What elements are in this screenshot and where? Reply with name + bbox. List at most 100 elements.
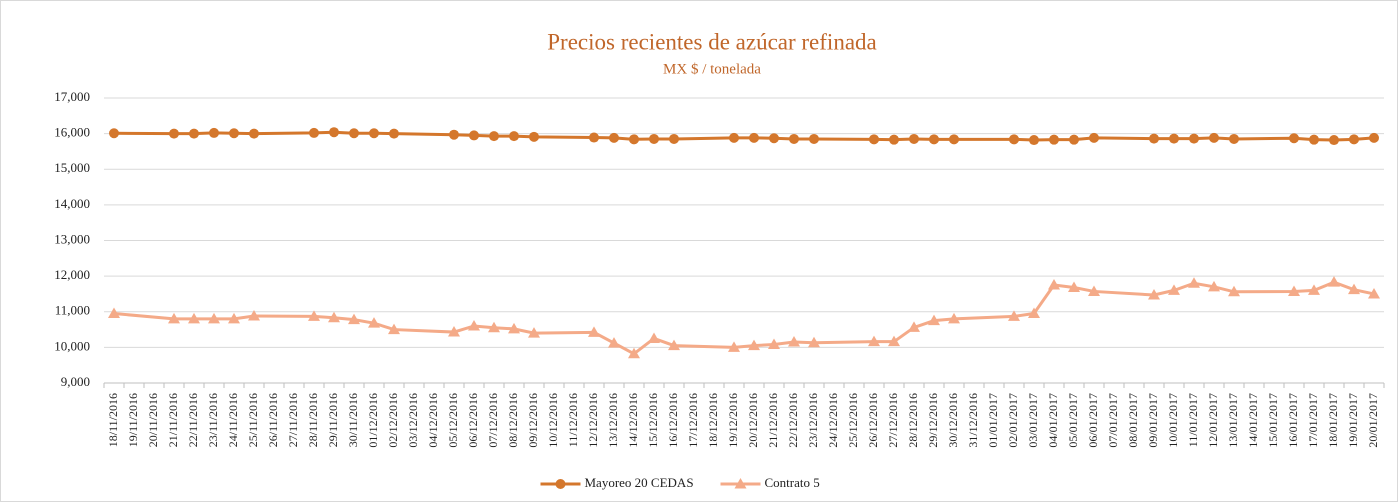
data-point: [1289, 133, 1299, 144]
x-tick-label: 16/01/2017: [1286, 393, 1300, 448]
chart-title: Precios recientes de azúcar refinada: [547, 29, 876, 54]
data-point: [649, 133, 659, 144]
x-tick-label: 12/12/2016: [586, 393, 600, 448]
x-tick-label: 03/01/2017: [1026, 393, 1040, 448]
y-tick-label: 17,000: [54, 89, 90, 104]
data-point: [488, 321, 500, 333]
x-tick-label: 19/12/2016: [726, 393, 740, 448]
x-tick-label: 05/12/2016: [446, 393, 460, 448]
x-tick-label: 18/11/2016: [106, 393, 120, 447]
x-tick-label: 14/12/2016: [626, 393, 640, 448]
data-point: [908, 321, 920, 332]
x-tick-label: 04/01/2017: [1046, 393, 1060, 448]
x-tick-label: 19/01/2017: [1346, 393, 1360, 448]
x-tick-label: 08/12/2016: [506, 393, 520, 448]
x-tick-label: 10/12/2016: [546, 393, 560, 448]
data-point: [1309, 134, 1319, 145]
data-point: [729, 132, 739, 143]
x-tick-label: 26/12/2016: [866, 393, 880, 448]
data-point: [869, 134, 879, 145]
legend-item: Contrato 5: [720, 475, 820, 490]
data-point: [388, 323, 400, 335]
legend-marker: [734, 478, 747, 489]
data-point: [909, 133, 919, 144]
x-tick-label: 30/11/2016: [346, 393, 360, 447]
data-point: [489, 131, 499, 142]
data-point: [1069, 134, 1079, 145]
x-tick-label: 11/12/2016: [566, 393, 580, 447]
legend-marker: [555, 479, 566, 489]
y-tick-label: 9,000: [61, 374, 90, 389]
x-tick-label: 21/12/2016: [766, 393, 780, 448]
y-tick-label: 13,000: [54, 231, 90, 246]
data-point: [1168, 284, 1180, 295]
x-tick-label: 20/12/2016: [746, 393, 760, 448]
data-point: [508, 322, 520, 334]
data-point: [1369, 132, 1379, 143]
data-point: [949, 134, 959, 145]
data-point: [1148, 289, 1160, 300]
x-tick-label: 27/12/2016: [886, 393, 900, 448]
data-point: [629, 134, 639, 145]
x-tick-label: 02/12/2016: [386, 393, 400, 448]
x-tick-label: 08/01/2017: [1126, 393, 1140, 448]
data-point: [808, 336, 820, 348]
y-tick-label: 16,000: [54, 125, 90, 140]
x-tick-label: 25/11/2016: [246, 393, 260, 447]
x-tick-label: 09/01/2017: [1146, 393, 1160, 448]
x-tick-label: 24/11/2016: [226, 393, 240, 447]
x-tick-label: 19/11/2016: [126, 393, 140, 447]
x-tick-label: 18/12/2016: [706, 393, 720, 448]
data-point: [469, 130, 479, 141]
data-point: [768, 338, 780, 350]
data-point: [249, 128, 259, 139]
data-point: [1149, 133, 1159, 144]
x-tick-label: 29/11/2016: [326, 393, 340, 447]
x-tick-label: 30/12/2016: [946, 393, 960, 448]
data-point: [329, 127, 339, 138]
x-tick-label: 22/12/2016: [786, 393, 800, 448]
data-point: [1048, 279, 1060, 290]
data-point: [1029, 135, 1039, 146]
x-tick-label: 10/01/2017: [1166, 393, 1180, 448]
x-tick-label: 29/12/2016: [926, 393, 940, 448]
x-tick-label: 05/01/2017: [1066, 393, 1080, 448]
data-point: [349, 128, 359, 139]
data-point: [588, 326, 600, 337]
data-point: [1228, 285, 1240, 297]
x-tick-label: 24/12/2016: [826, 393, 840, 448]
x-tick-label: 06/12/2016: [466, 393, 480, 448]
data-point: [1308, 284, 1320, 295]
x-tick-label: 26/11/2016: [266, 393, 280, 447]
legend-label: Mayoreo 20 CEDAS: [585, 475, 694, 490]
data-point: [1189, 133, 1199, 144]
x-tick-label: 04/12/2016: [426, 393, 440, 448]
data-point: [1008, 310, 1020, 321]
x-tick-label: 20/01/2017: [1366, 393, 1380, 448]
data-point: [868, 335, 880, 347]
data-point: [169, 128, 179, 139]
data-point: [248, 310, 260, 321]
x-tick-label: 03/12/2016: [406, 393, 420, 448]
y-tick-label: 15,000: [54, 160, 90, 175]
x-tick-label: 16/12/2016: [666, 393, 680, 448]
x-tick-label: 01/01/2017: [986, 393, 1000, 448]
data-point: [468, 320, 480, 331]
data-point: [1009, 134, 1019, 145]
data-point: [609, 132, 619, 143]
data-point: [109, 128, 119, 139]
x-tick-label: 17/12/2016: [686, 393, 700, 448]
x-tick-label: 14/01/2017: [1246, 393, 1260, 448]
x-tick-label: 02/01/2017: [1006, 393, 1020, 448]
data-point: [669, 133, 679, 144]
data-point: [888, 335, 900, 347]
data-point: [1329, 135, 1339, 146]
data-point: [589, 132, 599, 143]
data-point: [528, 327, 540, 338]
data-point: [1169, 133, 1179, 144]
data-point: [788, 336, 800, 347]
data-point: [948, 312, 960, 324]
